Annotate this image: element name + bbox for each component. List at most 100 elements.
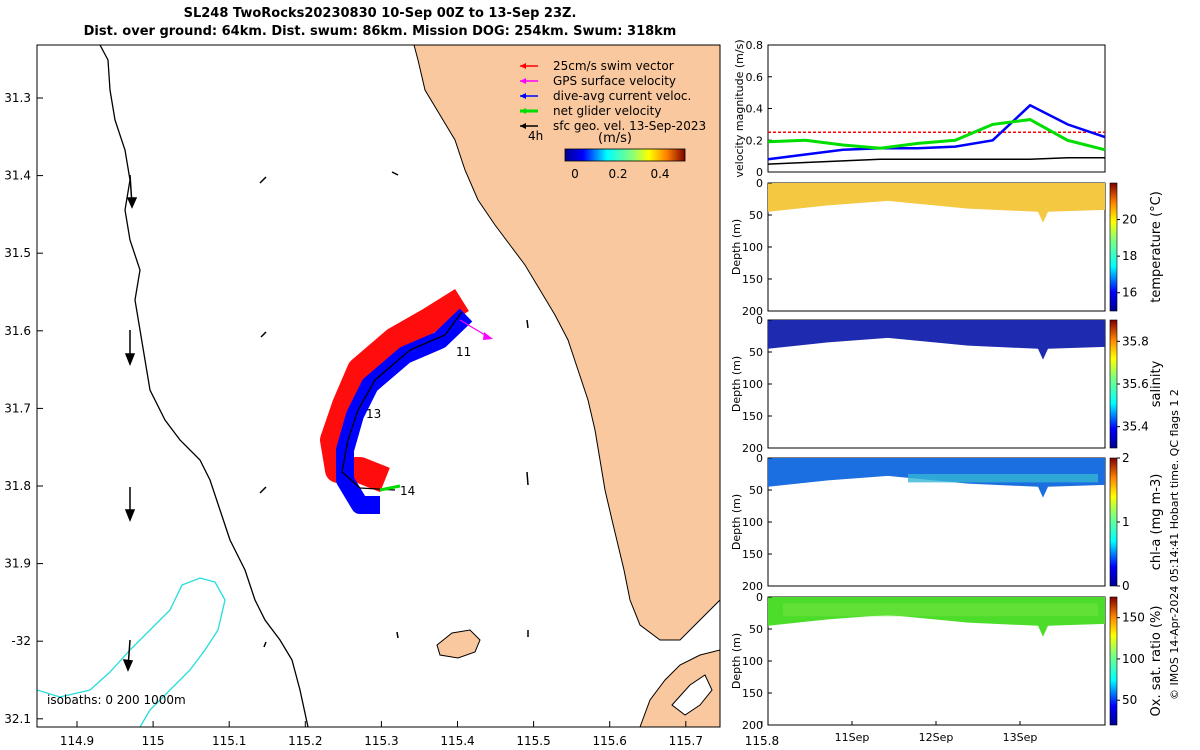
land-mass <box>413 45 720 641</box>
map-colorbar-tick: 0.2 <box>608 167 627 181</box>
colorbar-tick-label: 35.8 <box>1122 334 1149 348</box>
section-colorbar <box>1109 596 1118 726</box>
velocity-ytick-label: 0.4 <box>746 103 764 116</box>
depth-tick-label: 50 <box>749 346 763 359</box>
section-data-field <box>768 183 1105 223</box>
time-tick-label: 12Sep <box>919 731 954 744</box>
colorbar-units: (m/s) <box>598 131 632 146</box>
velocity-series-line <box>767 103 1106 161</box>
depth-tick-label: 200 <box>742 305 763 318</box>
legend-entry: dive-avg current veloc. <box>520 89 691 103</box>
lon-tick-label: 115 <box>142 734 165 748</box>
section-data-field <box>908 474 1098 483</box>
map-colorbar <box>564 148 686 162</box>
velocity-ytick-label: 0.2 <box>746 134 764 147</box>
legend-arrowhead <box>520 78 526 84</box>
lat-tick-label: 31.4 <box>4 169 31 183</box>
section-ylabel: Depth (m) <box>730 494 743 550</box>
colorbar-tick-label: 100 <box>1122 652 1145 666</box>
lat-tick-label: 31.5 <box>4 246 31 260</box>
depth-tick-label: 0 <box>756 452 763 465</box>
geostrophic-arrows <box>122 171 529 672</box>
lon-tick-label: 115.5 <box>516 734 550 748</box>
velocity-series-line <box>767 118 1106 152</box>
colorbar-label: chl-a (mg m-3) <box>1149 474 1164 571</box>
time-tick-label: 13Sep <box>1003 731 1038 744</box>
legend-entry: sfc geo. vel. 13-Sep-2023 <box>520 119 706 133</box>
velocity-ytick-label: 0.6 <box>746 71 764 84</box>
depth-tick-label: 0 <box>756 314 763 327</box>
velocity-series-line <box>767 156 1105 165</box>
time-step-label: 4h <box>528 129 543 143</box>
section-ylabel: Depth (m) <box>730 356 743 412</box>
depth-tick-label: 100 <box>742 241 763 254</box>
map-colorbar-tick: 0 <box>571 167 579 181</box>
lat-tick-label: 31.7 <box>4 401 31 415</box>
glider-track <box>320 288 493 514</box>
legend-label: net glider velocity <box>553 104 661 118</box>
isobath-200m <box>99 45 309 727</box>
section-ylabel: Depth (m) <box>730 219 743 275</box>
legend-entry: GPS surface velocity <box>520 74 676 88</box>
lat-tick-label: 32.1 <box>4 712 31 726</box>
land-south <box>639 649 720 727</box>
depth-tick-label: 100 <box>742 655 763 668</box>
day-label-11: 11 <box>456 345 471 359</box>
lat-tick-label: 31.9 <box>4 557 31 571</box>
estuary <box>671 674 713 716</box>
lon-tick-label: 115.2 <box>288 734 322 748</box>
section-data-field <box>783 603 1098 617</box>
figure-title-line2: Dist. over ground: 64km. Dist. swum: 86k… <box>83 24 677 39</box>
lon-tick-label: 115.3 <box>364 734 398 748</box>
colorbar-tick-label: 16 <box>1122 286 1137 300</box>
legend-label: dive-avg current veloc. <box>553 89 691 103</box>
lat-tick-label: 31.3 <box>4 91 31 105</box>
lat-tick-label: 31.8 <box>4 479 31 493</box>
day-label-14: 14 <box>400 484 415 498</box>
depth-tick-label: 150 <box>742 548 763 561</box>
section-colorbar <box>1109 457 1118 587</box>
depth-tick-label: 200 <box>742 719 763 732</box>
day-label-13: 13 <box>366 407 381 421</box>
depth-tick-label: 200 <box>742 580 763 593</box>
lat-tick-label: -32 <box>11 634 31 648</box>
legend-entry: net glider velocity <box>520 104 661 118</box>
section-colorbar <box>1109 319 1118 449</box>
depth-tick-label: 200 <box>742 442 763 455</box>
legend-label: 25cm/s swim vector <box>553 59 674 73</box>
velocity-ytick-label: 0 <box>756 166 763 179</box>
lon-tick-label: 115.4 <box>440 734 474 748</box>
velocity-ytick-label: 0.8 <box>746 39 764 52</box>
credit-text: © IMOS 14-Apr-2024 05:14:41 Hobart time.… <box>1168 389 1181 700</box>
velocity-axes-frame <box>767 44 1106 173</box>
section-panel: 0 50 100 150 200 Depth (m) 16 18 20 temperature (… <box>730 177 1164 318</box>
section-panel: 0 50 100 150 200 Depth (m) 35.4 35.6 35.8salinit… <box>730 314 1164 455</box>
legend-label: sfc geo. vel. 13-Sep-2023 <box>553 119 706 133</box>
longitude-axis: 114.9 115 115.1 115.2 115.3 115.4 115.5 115.6 11… <box>60 721 779 748</box>
lat-tick-label: 31.6 <box>4 324 31 338</box>
depth-tick-label: 50 <box>749 484 763 497</box>
legend-arrowhead <box>520 63 526 69</box>
time-tick-label: 11Sep <box>835 731 870 744</box>
depth-tick-label: 0 <box>756 177 763 190</box>
legend-entry: 25cm/s swim vector <box>520 59 674 73</box>
colorbar-tick-label: 1 <box>1122 515 1130 529</box>
lon-tick-label: 115.8 <box>745 734 779 748</box>
section-data-field <box>768 320 1105 360</box>
colorbar-tick-label: 50 <box>1122 693 1137 707</box>
depth-tick-label: 100 <box>742 516 763 529</box>
depth-tick-label: 100 <box>742 378 763 391</box>
lon-tick-label: 115.1 <box>212 734 246 748</box>
latitude-axis: 31.3 31.4 31.5 31.6 31.7 31.8 31.9 -32 32.1 <box>4 91 43 726</box>
colorbar-tick-label: 35.4 <box>1122 420 1149 434</box>
map-colorbar-tick: 0.4 <box>650 167 669 181</box>
depth-tick-label: 150 <box>742 687 763 700</box>
colorbar-label: salinity <box>1149 360 1164 407</box>
section-ylabel: Depth (m) <box>730 633 743 689</box>
depth-tick-label: 150 <box>742 410 763 423</box>
depth-tick-label: 50 <box>749 623 763 636</box>
velocity-ylabel: velocity magnitude (m/s) <box>733 39 746 177</box>
